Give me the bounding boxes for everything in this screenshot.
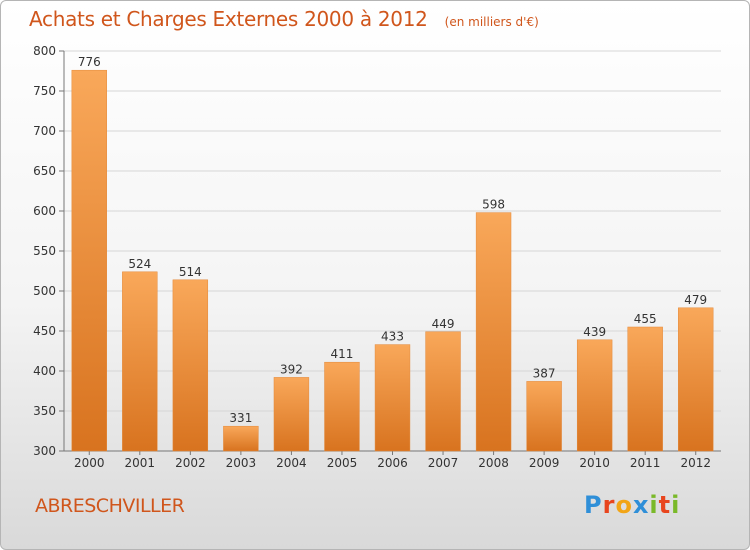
brand-letter: t xyxy=(658,491,672,519)
brand-logo: Proxiti xyxy=(584,491,680,519)
bar-2006 xyxy=(374,344,411,452)
bar-2005 xyxy=(324,361,360,452)
x-tick-label-2001: 2001 xyxy=(125,456,156,470)
value-label-2010: 439 xyxy=(583,325,606,339)
title-row: Achats et Charges Externes 2000 à 2012 (… xyxy=(29,7,539,31)
brand-letter: x xyxy=(632,491,650,519)
x-tick-label-2010: 2010 xyxy=(579,456,610,470)
bar-2011 xyxy=(627,326,663,452)
x-tick-label-2005: 2005 xyxy=(327,456,358,470)
y-tick-label: 450 xyxy=(33,324,56,338)
y-tick-label: 550 xyxy=(33,244,56,258)
value-label-2011: 455 xyxy=(634,312,657,326)
chart-subtitle: (en milliers d'€) xyxy=(444,15,539,29)
y-tick-label: 600 xyxy=(33,204,56,218)
value-label-2002: 514 xyxy=(179,265,202,279)
bar-2007 xyxy=(425,331,461,452)
x-tick-label-2007: 2007 xyxy=(428,456,459,470)
value-label-2005: 411 xyxy=(331,347,354,361)
y-tick-label: 750 xyxy=(33,84,56,98)
value-label-2008: 598 xyxy=(482,198,505,212)
brand-letter: i xyxy=(649,491,659,519)
x-tick-label-2002: 2002 xyxy=(175,456,206,470)
value-label-2006: 433 xyxy=(381,330,404,344)
value-label-2000: 776 xyxy=(78,55,101,69)
y-tick-label: 400 xyxy=(33,364,56,378)
bar-2002 xyxy=(172,279,209,452)
y-tick-label: 650 xyxy=(33,164,56,178)
bar-2008 xyxy=(475,212,512,452)
value-label-2003: 331 xyxy=(229,411,252,425)
brand-letter: o xyxy=(615,491,633,519)
y-tick-label: 350 xyxy=(33,404,56,418)
value-label-2001: 524 xyxy=(128,257,151,271)
value-label-2007: 449 xyxy=(432,317,455,331)
brand-letter: i xyxy=(671,491,681,519)
value-label-2009: 387 xyxy=(533,366,556,380)
x-tick-label-2004: 2004 xyxy=(276,456,307,470)
bar-2001 xyxy=(122,271,158,452)
location-name: ABRESCHVILLER xyxy=(35,495,185,517)
labels: 300 350 400 450 500 550 600 650 700 750 800 776 2000… xyxy=(33,44,711,470)
y-tick-label: 300 xyxy=(33,444,56,458)
bar-2012 xyxy=(678,307,714,452)
x-tick-label-2008: 2008 xyxy=(478,456,509,470)
y-tick-label: 800 xyxy=(33,44,56,58)
x-tick-label-2009: 2009 xyxy=(529,456,560,470)
x-tick-label-2011: 2011 xyxy=(630,456,661,470)
brand-letter: P xyxy=(584,491,603,519)
x-tick-label-2003: 2003 xyxy=(226,456,257,470)
value-label-2004: 392 xyxy=(280,362,303,376)
value-label-2012: 479 xyxy=(684,293,707,307)
bar-2004 xyxy=(273,377,310,452)
bar-2010 xyxy=(576,339,613,452)
bars xyxy=(71,69,714,452)
bar-2003 xyxy=(223,425,259,452)
brand-letter: r xyxy=(602,491,616,519)
x-tick-label-2000: 2000 xyxy=(74,456,105,470)
x-tick-label-2012: 2012 xyxy=(680,456,711,470)
y-tick-label: 700 xyxy=(33,124,56,138)
chart-title: Achats et Charges Externes 2000 à 2012 xyxy=(29,7,428,31)
bar-2009 xyxy=(526,381,562,452)
y-tick-label: 500 xyxy=(33,284,56,298)
bar-2000 xyxy=(71,69,107,452)
x-tick-label-2006: 2006 xyxy=(377,456,408,470)
